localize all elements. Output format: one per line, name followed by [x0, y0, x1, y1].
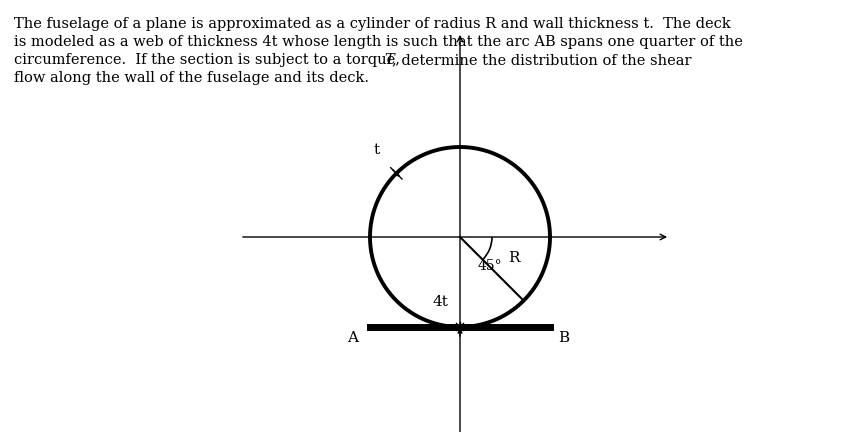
Text: t: t: [373, 143, 379, 157]
Text: circumference.  If the section is subject to a torque,: circumference. If the section is subject…: [14, 53, 405, 67]
Text: , determine the distribution of the shear: , determine the distribution of the shea…: [392, 53, 692, 67]
Text: flow along the wall of the fuselage and its deck.: flow along the wall of the fuselage and …: [14, 71, 369, 85]
Text: 4t: 4t: [432, 295, 448, 309]
Text: R: R: [508, 251, 519, 265]
Text: The fuselage of a plane is approximated as a cylinder of radius R and wall thick: The fuselage of a plane is approximated …: [14, 17, 731, 31]
Text: T: T: [384, 53, 394, 67]
Text: B: B: [558, 331, 570, 345]
Text: 45°: 45°: [478, 259, 502, 273]
Text: A: A: [347, 331, 358, 345]
Text: is modeled as a web of thickness 4t whose length is such that the arc AB spans o: is modeled as a web of thickness 4t whos…: [14, 35, 743, 49]
